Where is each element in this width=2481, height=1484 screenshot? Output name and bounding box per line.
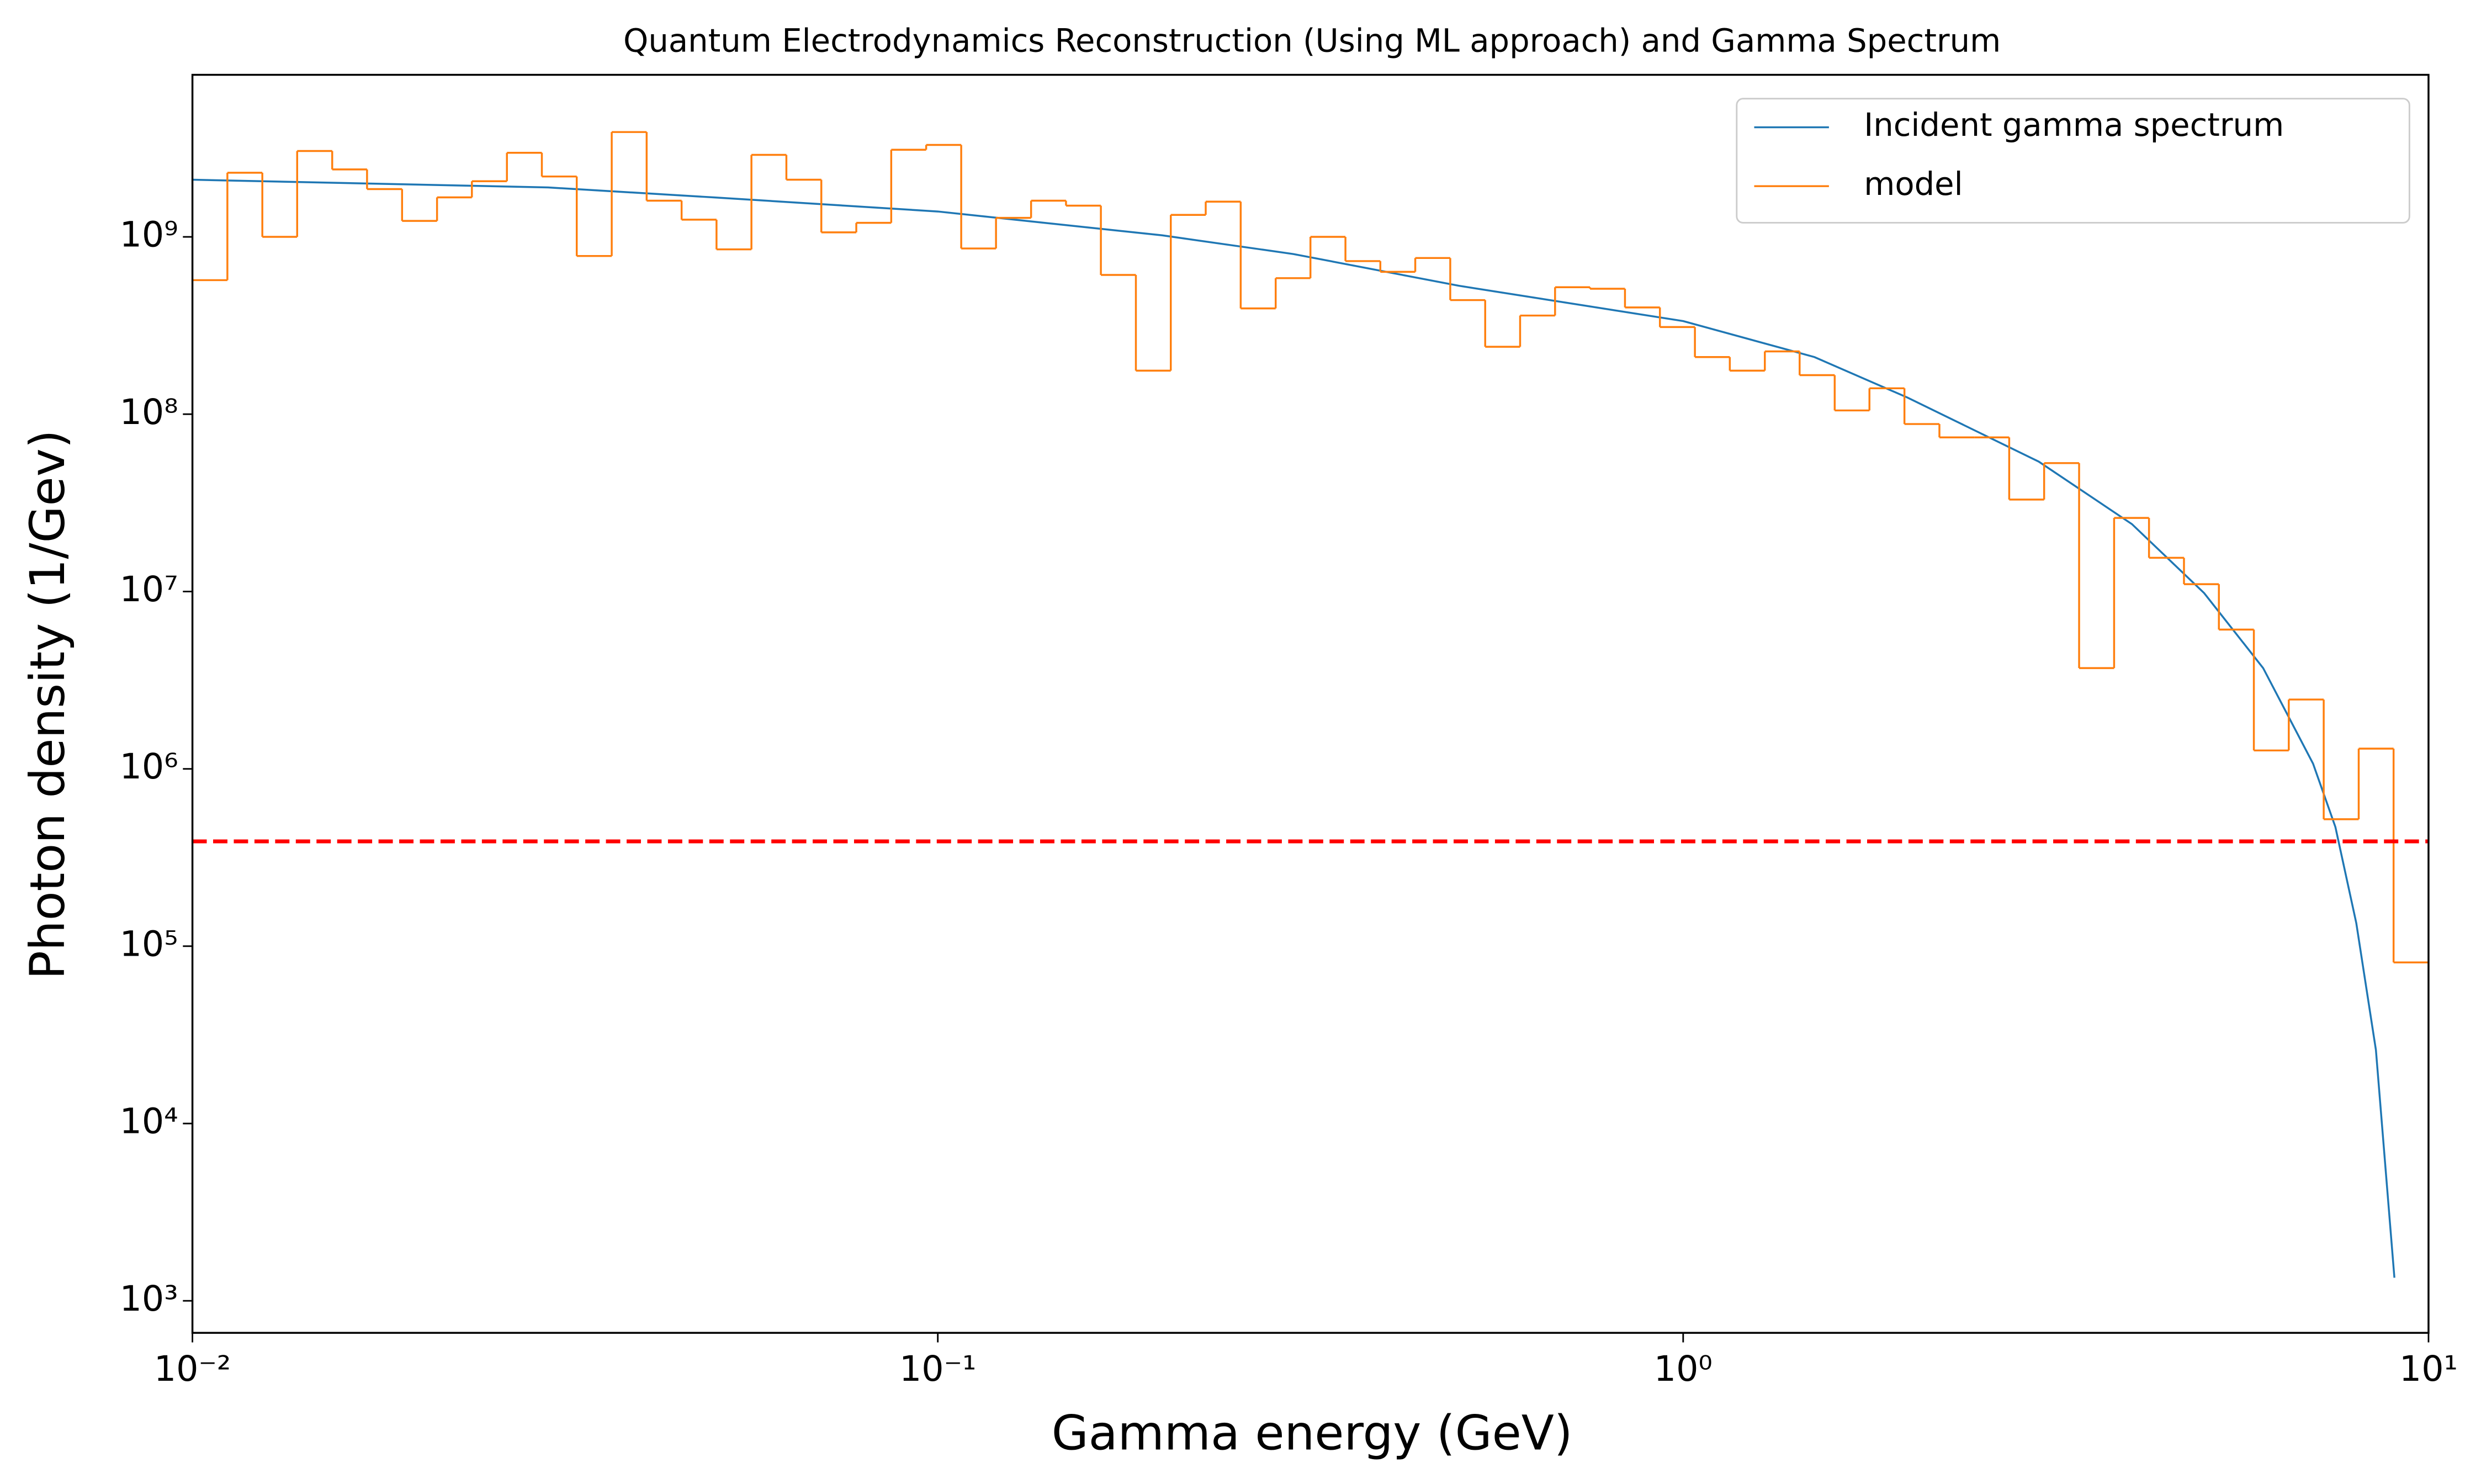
plot-area — [192, 131, 2429, 1278]
x-tick-label: 10⁻² — [154, 1348, 231, 1389]
x-tick-label: 10¹ — [2399, 1348, 2458, 1389]
y-tick-label: 10⁶ — [120, 746, 178, 787]
y-tick-label: 10³ — [120, 1278, 178, 1319]
x-tick-label: 10⁰ — [1654, 1348, 1713, 1389]
chart-title: Quantum Electrodynamics Reconstruction (… — [623, 23, 2001, 60]
y-tick-label: 10⁸ — [120, 391, 178, 432]
y-tick-label: 10⁵ — [120, 923, 178, 964]
legend-label: model — [1864, 166, 1963, 203]
y-tick-label: 10⁹ — [120, 214, 178, 255]
y-tick-label: 10⁷ — [120, 569, 178, 610]
y-tick-label: 10⁴ — [120, 1101, 178, 1142]
axes-frame — [191, 73, 2430, 1334]
x-axis-label: Gamma energy (GeV) — [1052, 1406, 1573, 1461]
x-tick-label: 10⁻¹ — [899, 1348, 976, 1389]
legend: Incident gamma spectrum model — [1736, 98, 2410, 224]
line-series — [192, 178, 2395, 1278]
legend-box — [1736, 98, 2410, 224]
legend-label: Incident gamma spectrum — [1864, 107, 2284, 144]
y-axis-label: Photon density (1/Gev) — [20, 430, 76, 979]
